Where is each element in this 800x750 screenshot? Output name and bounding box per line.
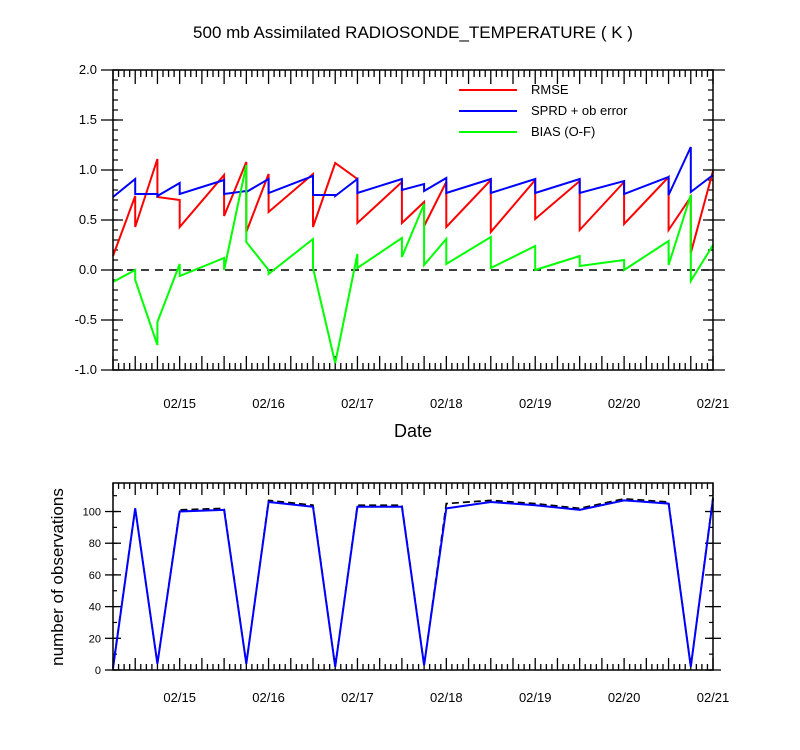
- legend-label-sprd-ob-error: SPRD + ob error: [531, 103, 628, 118]
- top-x-tick-label: 02/19: [519, 396, 552, 411]
- top-x-tick-label: 02/21: [697, 396, 730, 411]
- bottom-y-tick-label: 40: [89, 602, 101, 614]
- bottom-y-tick-label: 20: [89, 633, 101, 645]
- bottom-x-tick-label: 02/16: [252, 690, 285, 705]
- bottom-x-tick-label: 02/18: [430, 690, 463, 705]
- top-y-tick-label: 2.0: [79, 62, 97, 77]
- top-chart-title: 500 mb Assimilated RADIOSONDE_TEMPERATUR…: [193, 23, 633, 42]
- legend-label-bias-o-f: BIAS (O-F): [531, 124, 595, 139]
- bottom-series-assimilated: [112, 498, 714, 669]
- top-series-sprd-ob-error: [112, 146, 714, 199]
- top-x-tick-label: 02/15: [163, 396, 196, 411]
- top-chart-xlabel: Date: [394, 421, 432, 441]
- top-x-tick-label: 02/17: [341, 396, 374, 411]
- top-x-tick-label: 02/20: [608, 396, 641, 411]
- top-y-tick-label: -1.0: [75, 362, 97, 377]
- bottom-plot-frame: [112, 482, 714, 671]
- bottom-chart-ylabel: number of observations: [48, 488, 67, 666]
- bottom-y-tick-label: 60: [89, 570, 101, 582]
- bottom-x-tick-label: 02/19: [519, 690, 552, 705]
- bottom-y-tick-label: 0: [95, 665, 101, 677]
- bottom-series-available: [112, 497, 714, 667]
- top-x-tick-label: 02/18: [430, 396, 463, 411]
- bottom-x-tick-label: 02/20: [608, 690, 641, 705]
- bottom-y-tick-label: 80: [89, 538, 101, 550]
- legend-label-rmse: RMSE: [531, 82, 569, 97]
- bottom-x-tick-label: 02/15: [163, 690, 196, 705]
- top-y-tick-label: 0.5: [79, 212, 97, 227]
- top-y-tick-label: -0.5: [75, 312, 97, 327]
- top-series-bias-o-f: [112, 164, 714, 364]
- bottom-x-tick-label: 02/17: [341, 690, 374, 705]
- bottom-y-tick-label: 100: [83, 507, 101, 519]
- top-x-tick-label: 02/16: [252, 396, 285, 411]
- top-series-rmse: [112, 158, 714, 257]
- top-plot-frame: [112, 69, 714, 371]
- top-y-tick-label: 1.5: [79, 112, 97, 127]
- top-chart: -1.0 -0.5 0.0 0.5 1.0 1.5 2.0 02/15 02/16 02/17 02…: [75, 62, 730, 411]
- bottom-chart: 0 20 40 60 80 100 02/15 02/16 02/17 02/18 02/19 02/…: [83, 482, 730, 705]
- top-y-tick-label: 1.0: [79, 162, 97, 177]
- top-y-tick-label: 0.0: [79, 262, 97, 277]
- bottom-x-tick-label: 02/21: [697, 690, 730, 705]
